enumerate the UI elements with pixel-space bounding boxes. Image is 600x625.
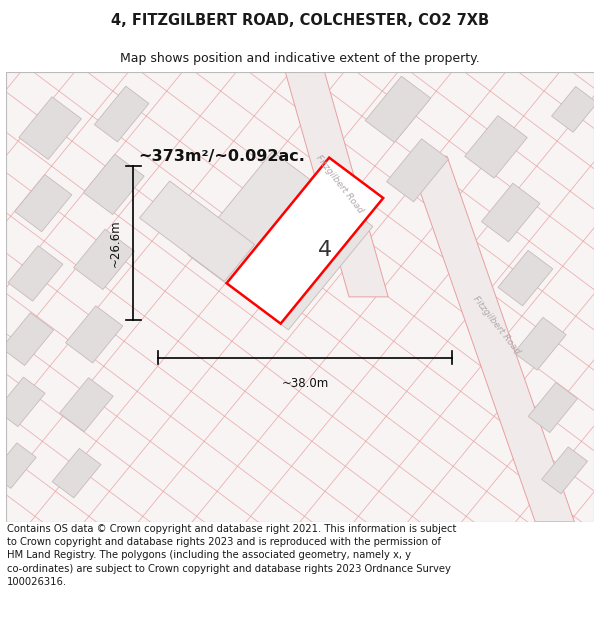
Polygon shape — [408, 156, 574, 522]
Polygon shape — [74, 229, 134, 289]
Polygon shape — [83, 154, 144, 214]
Polygon shape — [465, 116, 527, 178]
Text: ~26.6m: ~26.6m — [109, 219, 122, 267]
Polygon shape — [19, 97, 82, 159]
Polygon shape — [528, 382, 578, 432]
Text: Fitzgilbert Road: Fitzgilbert Road — [314, 154, 365, 215]
Text: 4, FITZGILBERT ROAD, COLCHESTER, CO2 7XB: 4, FITZGILBERT ROAD, COLCHESTER, CO2 7XB — [111, 12, 489, 28]
Polygon shape — [551, 86, 597, 132]
Polygon shape — [65, 306, 123, 363]
Text: Map shows position and indicative extent of the property.: Map shows position and indicative extent… — [120, 52, 480, 66]
Polygon shape — [542, 447, 587, 494]
Text: 4: 4 — [317, 240, 332, 260]
Polygon shape — [188, 151, 373, 330]
Polygon shape — [52, 448, 101, 498]
Polygon shape — [0, 377, 45, 427]
Polygon shape — [514, 318, 566, 370]
Text: Contains OS data © Crown copyright and database right 2021. This information is : Contains OS data © Crown copyright and d… — [7, 524, 457, 587]
Polygon shape — [14, 174, 72, 232]
Polygon shape — [386, 139, 449, 202]
Polygon shape — [481, 183, 540, 242]
Polygon shape — [1, 312, 53, 366]
Polygon shape — [227, 158, 383, 324]
Polygon shape — [94, 86, 149, 142]
Polygon shape — [365, 76, 431, 142]
Polygon shape — [8, 246, 63, 301]
Text: ~38.0m: ~38.0m — [281, 376, 329, 389]
Polygon shape — [0, 443, 36, 488]
Polygon shape — [140, 181, 254, 281]
Polygon shape — [286, 72, 388, 297]
Polygon shape — [59, 378, 113, 432]
Text: ~373m²/~0.092ac.: ~373m²/~0.092ac. — [138, 149, 305, 164]
Text: Fitzgilbert Road: Fitzgilbert Road — [470, 294, 521, 356]
Polygon shape — [498, 251, 553, 306]
